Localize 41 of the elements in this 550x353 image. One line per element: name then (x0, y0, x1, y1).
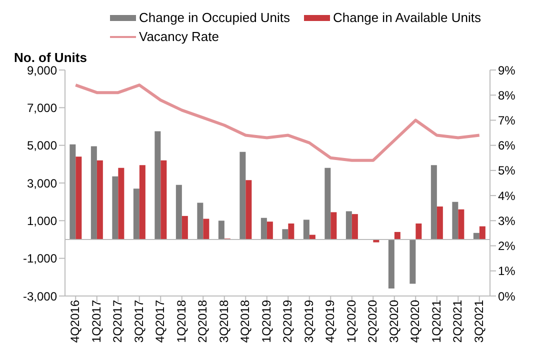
x-tick-label: 1Q2021 (429, 300, 444, 343)
y2-tick-label: 3% (498, 214, 516, 228)
x-tick-label: 2Q2017 (110, 300, 125, 343)
x-tick-label: 2Q2018 (196, 300, 210, 343)
x-tick-label: 3Q2018 (216, 300, 231, 343)
y-tick-label: 7,000 (26, 100, 58, 115)
x-tick-label: 2Q2021 (450, 300, 465, 343)
legend-label: Vacancy Rate (139, 29, 219, 44)
x-tick-label: 3Q2020 (386, 300, 401, 343)
x-tick-label: 4Q2019 (323, 300, 338, 343)
y-tick-label: 1,000 (26, 214, 58, 228)
y2-tick-label: 4% (498, 188, 516, 203)
y2-tick-label: 0% (498, 289, 516, 304)
y2-tick-label: 6% (498, 138, 516, 153)
x-tick-label: 2Q2019 (280, 300, 295, 343)
legend-label: Change in Occupied Units (139, 10, 290, 25)
x-tick-label: 1Q2019 (259, 300, 274, 343)
x-tick-label: 4Q2016 (68, 300, 82, 343)
y2-tick-label: 9% (498, 63, 516, 78)
x-tick-label: 1Q2017 (89, 300, 104, 343)
y2-tick-label: 7% (498, 113, 516, 128)
y-axis-title: No. of Units (14, 50, 87, 65)
x-tick-label: 4Q2017 (153, 300, 168, 343)
x-tick-label: 4Q2020 (408, 300, 422, 343)
y-tick-label: 5,000 (26, 138, 58, 153)
x-tick-label: 4Q2018 (238, 300, 252, 343)
y2-tick-label: 5% (498, 164, 516, 178)
y2-tick-label: 1% (498, 264, 516, 278)
y-tick-label: 3,000 (26, 176, 58, 190)
y-tick-label: -3,000 (22, 289, 58, 304)
x-tick-label: 1Q2020 (344, 300, 358, 343)
x-tick-label: 3Q2021 (472, 300, 486, 343)
y2-tick-label: 8% (498, 88, 516, 102)
x-tick-label: 2Q2020 (366, 300, 380, 343)
y-tick-label: 9,000 (26, 63, 58, 78)
x-tick-label: 3Q2017 (132, 300, 146, 343)
x-tick-label: 1Q2018 (174, 300, 188, 343)
legend-label: Change in Available Units (333, 10, 481, 25)
y2-tick-label: 2% (498, 239, 516, 254)
y-tick-label: -1,000 (22, 252, 58, 266)
x-tick-label: 3Q2019 (302, 300, 316, 343)
